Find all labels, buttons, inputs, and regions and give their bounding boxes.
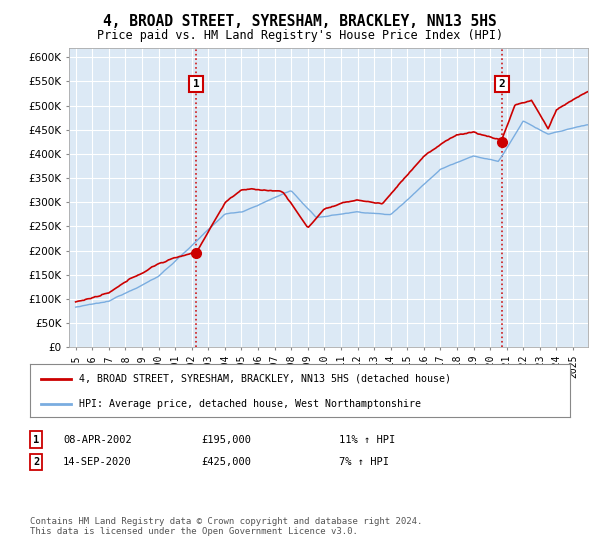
Text: £195,000: £195,000 bbox=[201, 435, 251, 445]
Text: 4, BROAD STREET, SYRESHAM, BRACKLEY, NN13 5HS: 4, BROAD STREET, SYRESHAM, BRACKLEY, NN1… bbox=[103, 14, 497, 29]
Text: £425,000: £425,000 bbox=[201, 457, 251, 467]
Text: 7% ↑ HPI: 7% ↑ HPI bbox=[339, 457, 389, 467]
Text: Contains HM Land Registry data © Crown copyright and database right 2024.
This d: Contains HM Land Registry data © Crown c… bbox=[30, 517, 422, 536]
Text: HPI: Average price, detached house, West Northamptonshire: HPI: Average price, detached house, West… bbox=[79, 399, 421, 409]
Text: 08-APR-2002: 08-APR-2002 bbox=[63, 435, 132, 445]
Text: 2: 2 bbox=[499, 79, 505, 89]
Text: 1: 1 bbox=[193, 79, 200, 89]
Text: 11% ↑ HPI: 11% ↑ HPI bbox=[339, 435, 395, 445]
Text: 2: 2 bbox=[33, 457, 39, 467]
Text: Price paid vs. HM Land Registry's House Price Index (HPI): Price paid vs. HM Land Registry's House … bbox=[97, 29, 503, 42]
Text: 1: 1 bbox=[33, 435, 39, 445]
Text: 14-SEP-2020: 14-SEP-2020 bbox=[63, 457, 132, 467]
Text: 4, BROAD STREET, SYRESHAM, BRACKLEY, NN13 5HS (detached house): 4, BROAD STREET, SYRESHAM, BRACKLEY, NN1… bbox=[79, 374, 451, 384]
